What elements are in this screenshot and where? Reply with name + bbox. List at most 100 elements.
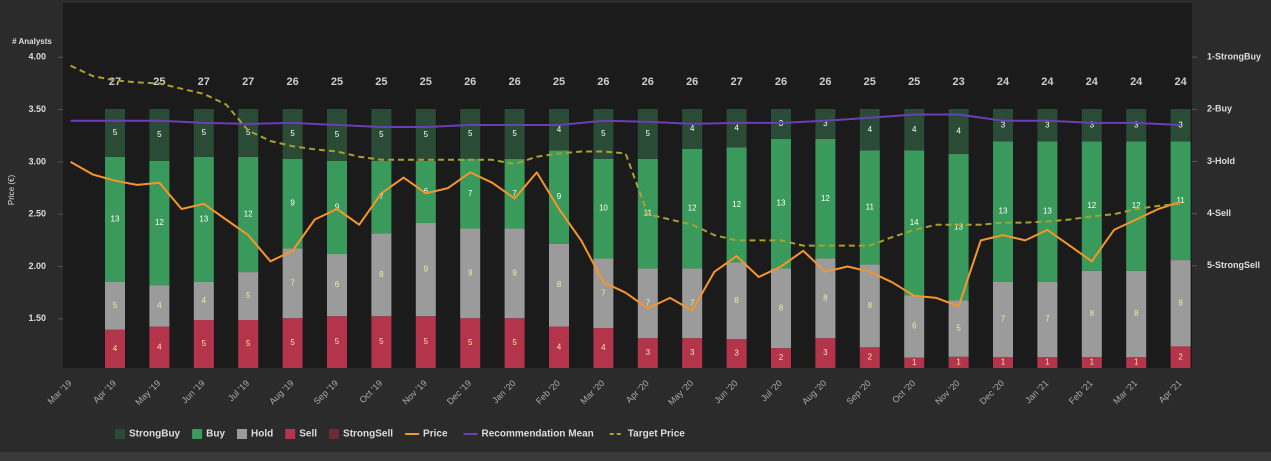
segment-label: 8: [868, 301, 873, 310]
bar-segment: [948, 154, 969, 301]
bar-segment: [149, 285, 170, 327]
segment-label: 12: [688, 204, 697, 213]
bar-segment: [948, 109, 969, 155]
bar-segment: [238, 272, 259, 321]
bar-segment: [105, 281, 125, 330]
segment-label: 5: [512, 129, 517, 138]
segment-label: 5: [113, 128, 118, 137]
legend-swatch: [285, 429, 296, 439]
y-tick-label: 2.00: [28, 261, 46, 271]
bar-segment: [149, 326, 170, 368]
segment-label: 12: [1132, 201, 1141, 210]
segment-label: 7: [1001, 315, 1006, 324]
bar-segment: [815, 138, 836, 259]
segment-label: 7: [290, 278, 295, 287]
bar-segment: [1081, 357, 1102, 368]
footer-strip: [0, 452, 1271, 461]
total-label: 24: [1130, 76, 1143, 88]
total-label: 25: [864, 76, 876, 88]
bar-segment: [1126, 357, 1147, 368]
legend-label: StrongSell: [343, 429, 393, 440]
segment-label: 5: [246, 291, 251, 300]
bar-segment: [371, 316, 392, 368]
segment-label: 8: [1090, 309, 1095, 318]
segment-label: 8: [823, 293, 828, 302]
bar-segment: [1170, 141, 1191, 261]
bar-segment: [771, 268, 791, 349]
segment-label: 3: [1178, 120, 1183, 129]
segment-label: 7: [601, 288, 606, 297]
segment-label: 5: [113, 301, 118, 310]
segment-label: 13: [199, 214, 208, 223]
segment-label: 4: [912, 125, 917, 134]
total-label: 23: [952, 76, 964, 88]
legend-label: Sell: [299, 429, 317, 440]
bar-segment: [327, 254, 347, 317]
segment-label: 5: [290, 338, 295, 347]
bar-segment: [105, 156, 125, 282]
segment-label: 6: [424, 187, 429, 196]
bar-segment: [682, 148, 703, 269]
segment-label: 3: [1001, 120, 1006, 129]
bar-segment: [726, 147, 747, 263]
segment-label: 5: [601, 129, 606, 138]
segment-label: 3: [1090, 120, 1095, 129]
legend-swatch: [237, 429, 248, 439]
total-label: 25: [908, 76, 920, 88]
segment-label: 2: [779, 353, 784, 362]
segment-label: 4: [157, 342, 162, 351]
bar-segment: [371, 233, 392, 317]
bar-segment: [859, 347, 880, 368]
bar-segment: [460, 109, 481, 159]
y2-tick-label: 5-StrongSell: [1207, 260, 1260, 270]
bar-segment: [193, 281, 214, 321]
segment-label: 1: [912, 358, 917, 367]
segment-label: 9: [468, 268, 473, 277]
bar-segment: [415, 109, 436, 161]
segment-label: 5: [956, 324, 961, 333]
bar-segment: [904, 357, 925, 368]
plot-area: [63, 3, 1192, 368]
legend-label: Recommendation Mean: [482, 429, 594, 440]
segment-label: 13: [1043, 207, 1052, 216]
total-label: 26: [819, 76, 831, 88]
segment-label: 5: [202, 339, 207, 348]
bar-segment: [1126, 141, 1147, 271]
y-tick-label: 3.00: [28, 156, 46, 166]
segment-label: 1: [1090, 358, 1095, 367]
bar-segment: [504, 158, 525, 229]
legend-swatch: [115, 429, 125, 439]
segment-label: 3: [823, 119, 828, 128]
bar-segment: [1037, 281, 1058, 358]
total-label: 26: [508, 76, 520, 88]
bar-segment: [682, 338, 703, 368]
bar-segment: [327, 109, 347, 161]
segment-label: 14: [910, 218, 919, 227]
segment-label: 5: [424, 337, 429, 346]
segment-label: 13: [111, 214, 120, 223]
segment-label: 6: [335, 280, 340, 289]
bar-segment: [771, 138, 791, 269]
bar-segment: [371, 109, 392, 161]
segment-label: 12: [821, 194, 830, 203]
bar-segment: [1170, 346, 1191, 368]
segment-label: 7: [379, 192, 384, 201]
legend-label: Price: [423, 429, 448, 440]
bar-segment: [371, 160, 392, 234]
bar-segment: [726, 339, 747, 368]
segment-label: 13: [999, 207, 1008, 216]
bar-segment: [726, 262, 747, 340]
segment-label: 4: [557, 125, 562, 134]
bar-segment: [149, 160, 170, 286]
segment-label: 2: [868, 353, 873, 362]
bar-segment: [238, 109, 259, 157]
bar-segment: [1081, 270, 1102, 358]
segment-label: 1: [956, 357, 961, 366]
bar-segment: [1081, 109, 1102, 142]
segment-label: 7: [468, 189, 473, 198]
segment-label: 5: [468, 129, 473, 138]
bar-segment: [1170, 260, 1191, 347]
segment-label: 11: [866, 203, 875, 212]
segment-label: 9: [512, 268, 517, 277]
segment-label: 5: [424, 130, 429, 139]
